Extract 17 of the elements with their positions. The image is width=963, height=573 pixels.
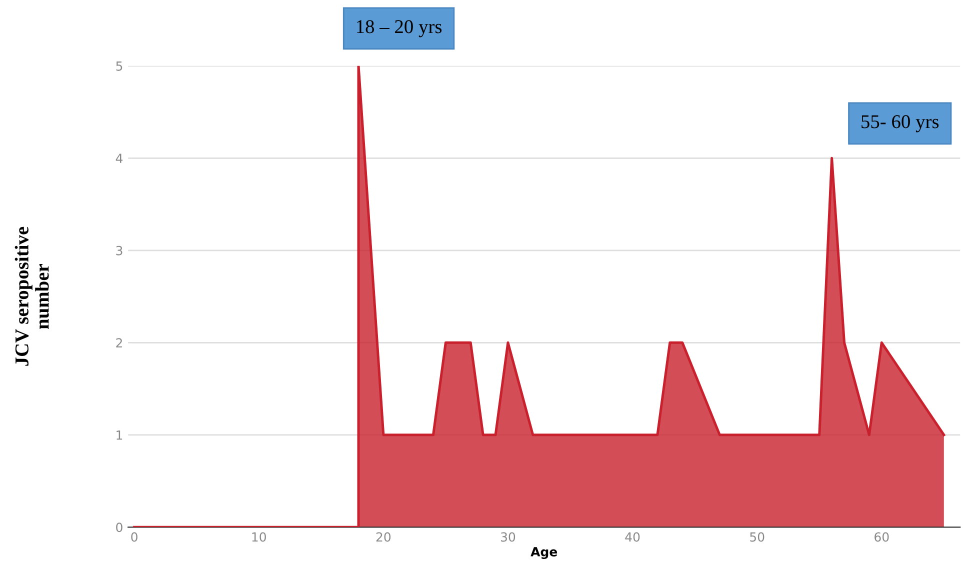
- x-tick-label: 20: [376, 532, 391, 542]
- x-tick-label: 0: [131, 532, 138, 542]
- annotation: 55- 60 yrs: [862, 115, 939, 132]
- y-axis-title: JCV seropositive number: [14, 226, 49, 366]
- y-tick-label: 1: [116, 430, 122, 440]
- x-tick-label: 50: [750, 532, 764, 542]
- y-tick-label: 5: [116, 62, 122, 71]
- x-tick-label: 10: [252, 532, 266, 542]
- y-tick-label: 2: [116, 338, 122, 348]
- x-axis-title: Age: [530, 547, 558, 559]
- x-tick-label: 60: [874, 532, 889, 542]
- x-tick-label: 30: [500, 532, 516, 542]
- x-tick-label: 40: [625, 532, 640, 542]
- y-tick-label: 0: [116, 522, 122, 532]
- annotation: 18 – 20 yrs: [357, 20, 442, 38]
- y-tick-label: 4: [116, 154, 123, 163]
- y-tick-label: 3: [116, 246, 122, 256]
